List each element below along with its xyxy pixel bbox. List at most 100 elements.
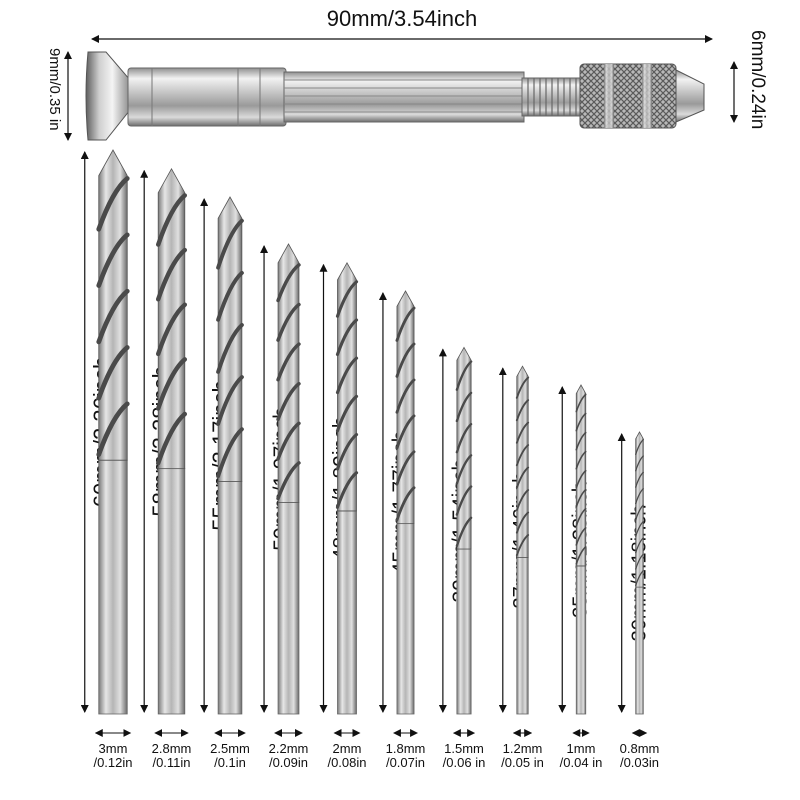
- bit-shank: [635, 586, 644, 715]
- bit-diameter-label: 0.8mm/0.03in: [606, 742, 674, 770]
- drill-bit-7: 39mm/1.54inch: [438, 346, 476, 737]
- bit-diameter-in: /0.11in: [152, 755, 191, 770]
- bit-diameter-mm: 1mm: [566, 741, 596, 756]
- bit-helix-groove: [575, 508, 587, 527]
- bit-helix-groove: [515, 511, 530, 534]
- drill-bit-3: 55mm/2.17inch: [200, 196, 246, 737]
- bit-helix-groove: [96, 232, 130, 288]
- bit-diameter-mm: 2.8mm: [151, 741, 192, 756]
- bit-diameter-in: /0.04 in: [559, 755, 603, 770]
- bit-helix-groove: [335, 280, 359, 318]
- bit-shank: [396, 523, 415, 715]
- drill-bit-4: 50mm/1.97inch: [260, 243, 303, 737]
- bit-helix-groove: [395, 378, 416, 414]
- bit-helix-groove: [96, 345, 130, 401]
- bit-helix-groove: [575, 431, 587, 451]
- bit-diameter-mm: 1.2mm: [502, 741, 543, 756]
- bit-helix-groove: [455, 485, 473, 516]
- bit-helix-groove: [635, 520, 644, 537]
- bit-helix-groove: [575, 469, 587, 489]
- bit-helix-groove: [96, 401, 130, 457]
- bit-helix-groove: [96, 288, 130, 345]
- bit-helix-groove: [575, 546, 587, 565]
- bit-diameter-in: /0.03in: [619, 755, 660, 770]
- bit-diameter-in: /0.1in: [214, 755, 246, 770]
- bit-helix-groove: [455, 454, 473, 485]
- bit-diameter-mm: 2.5mm: [210, 741, 250, 756]
- handle-head-height-label: 9mm/0.35 in: [46, 48, 63, 131]
- bit-shank: [575, 565, 587, 715]
- bit-helix-groove: [335, 471, 359, 509]
- bit-helix-groove: [455, 422, 473, 454]
- bit-diameter-mm: 1.8mm: [385, 741, 426, 756]
- bit-diameter-in: /0.09in: [268, 755, 309, 770]
- bit-helix-groove: [395, 486, 416, 522]
- bit-helix-groove: [96, 176, 130, 232]
- bit-helix-groove: [276, 302, 301, 342]
- drill-bit-9: 35mm/1.38inch: [558, 384, 591, 737]
- bit-shank: [516, 557, 529, 715]
- bit-helix-groove: [575, 527, 587, 546]
- bit-helix-groove: [395, 450, 416, 486]
- bit-helix-groove: [575, 450, 587, 470]
- bit-helix-groove: [276, 381, 301, 422]
- handle-cap: [85, 51, 131, 141]
- bit-diameter-in: /0.12in: [93, 755, 133, 770]
- bit-helix-groove: [216, 218, 244, 270]
- bit-helix-groove: [635, 488, 644, 505]
- handle-length-label: 90mm/3.54inch: [327, 6, 477, 31]
- bit-helix-groove: [155, 357, 188, 411]
- drill-bit-8: 37mm/1.46inch: [498, 365, 533, 737]
- bit-helix-groove: [335, 394, 359, 433]
- bit-helix-groove: [155, 193, 188, 247]
- bit-helix-groove: [635, 471, 644, 488]
- bit-diameter-mm: 1.5mm: [444, 741, 484, 756]
- bit-shank: [456, 548, 472, 715]
- pin-vise-handle: 90mm/3.54inch 9mm/0.35 in 6mm/0.24in: [46, 6, 768, 141]
- bit-diameter-label: 1.2mm/0.05 in: [489, 742, 557, 770]
- bit-shank: [217, 480, 243, 715]
- bit-diameter-label: 2.5mm/0.1in: [196, 742, 264, 770]
- bit-helix-groove: [276, 461, 301, 501]
- bit-helix-groove: [276, 421, 301, 461]
- drill-bit-10: 30mm/1.18inch: [617, 431, 651, 737]
- bit-diameter-label: 2.8mm/0.11in: [138, 742, 206, 770]
- bit-helix-groove: [455, 516, 473, 548]
- bit-helix-groove: [216, 323, 244, 374]
- bit-helix-groove: [515, 489, 530, 512]
- bit-helix-groove: [635, 438, 644, 455]
- bit-helix-groove: [515, 421, 530, 444]
- bit-helix-groove: [515, 399, 530, 422]
- drill-bit-set: 60mm/2.36inch58mm/2.28inch55mm/2.17inch 5…: [80, 149, 651, 737]
- bit-helix-groove: [455, 360, 473, 391]
- bit-helix-groove: [455, 391, 473, 423]
- bit-helix-groove: [575, 393, 587, 413]
- bit-helix-groove: [395, 306, 416, 342]
- bit-shank: [157, 468, 186, 715]
- bit-diameter-label: 1.5mm/0.06 in: [430, 742, 498, 770]
- bit-diameter-label: 2mm/0.08in: [313, 742, 381, 770]
- drill-bit-6: 45mm/1.77inch: [378, 290, 419, 737]
- bit-diameter-label: 3mm/0.12in: [79, 742, 147, 770]
- bit-diameter-in: /0.07in: [385, 755, 426, 770]
- bit-helix-groove: [335, 318, 359, 356]
- drill-bit-2: 58mm/2.28inch: [140, 167, 189, 737]
- bit-helix-groove: [635, 570, 644, 587]
- bit-diameter-mm: 0.8mm: [619, 741, 660, 756]
- bit-helix-groove: [216, 270, 244, 322]
- handle-knurled-collet: [579, 63, 677, 129]
- drill-bit-1: 60mm/2.36inch: [80, 149, 132, 737]
- handle-chuck-height-label: 6mm/0.24in: [747, 30, 768, 129]
- bit-helix-groove: [155, 247, 188, 302]
- drill-bit-5: 48mm/1.89inch: [319, 261, 361, 737]
- bit-shank: [98, 459, 128, 715]
- bit-helix-groove: [335, 356, 359, 395]
- bit-helix-groove: [515, 444, 530, 467]
- bit-helix-groove: [635, 537, 644, 554]
- bit-diameter-in: /0.05 in: [501, 755, 544, 770]
- bit-helix-groove: [515, 376, 530, 399]
- bit-helix-groove: [575, 412, 587, 432]
- bit-helix-groove: [335, 432, 359, 471]
- bit-diameter-label: 1mm/0.04 in: [547, 742, 615, 770]
- bit-helix-groove: [155, 302, 188, 357]
